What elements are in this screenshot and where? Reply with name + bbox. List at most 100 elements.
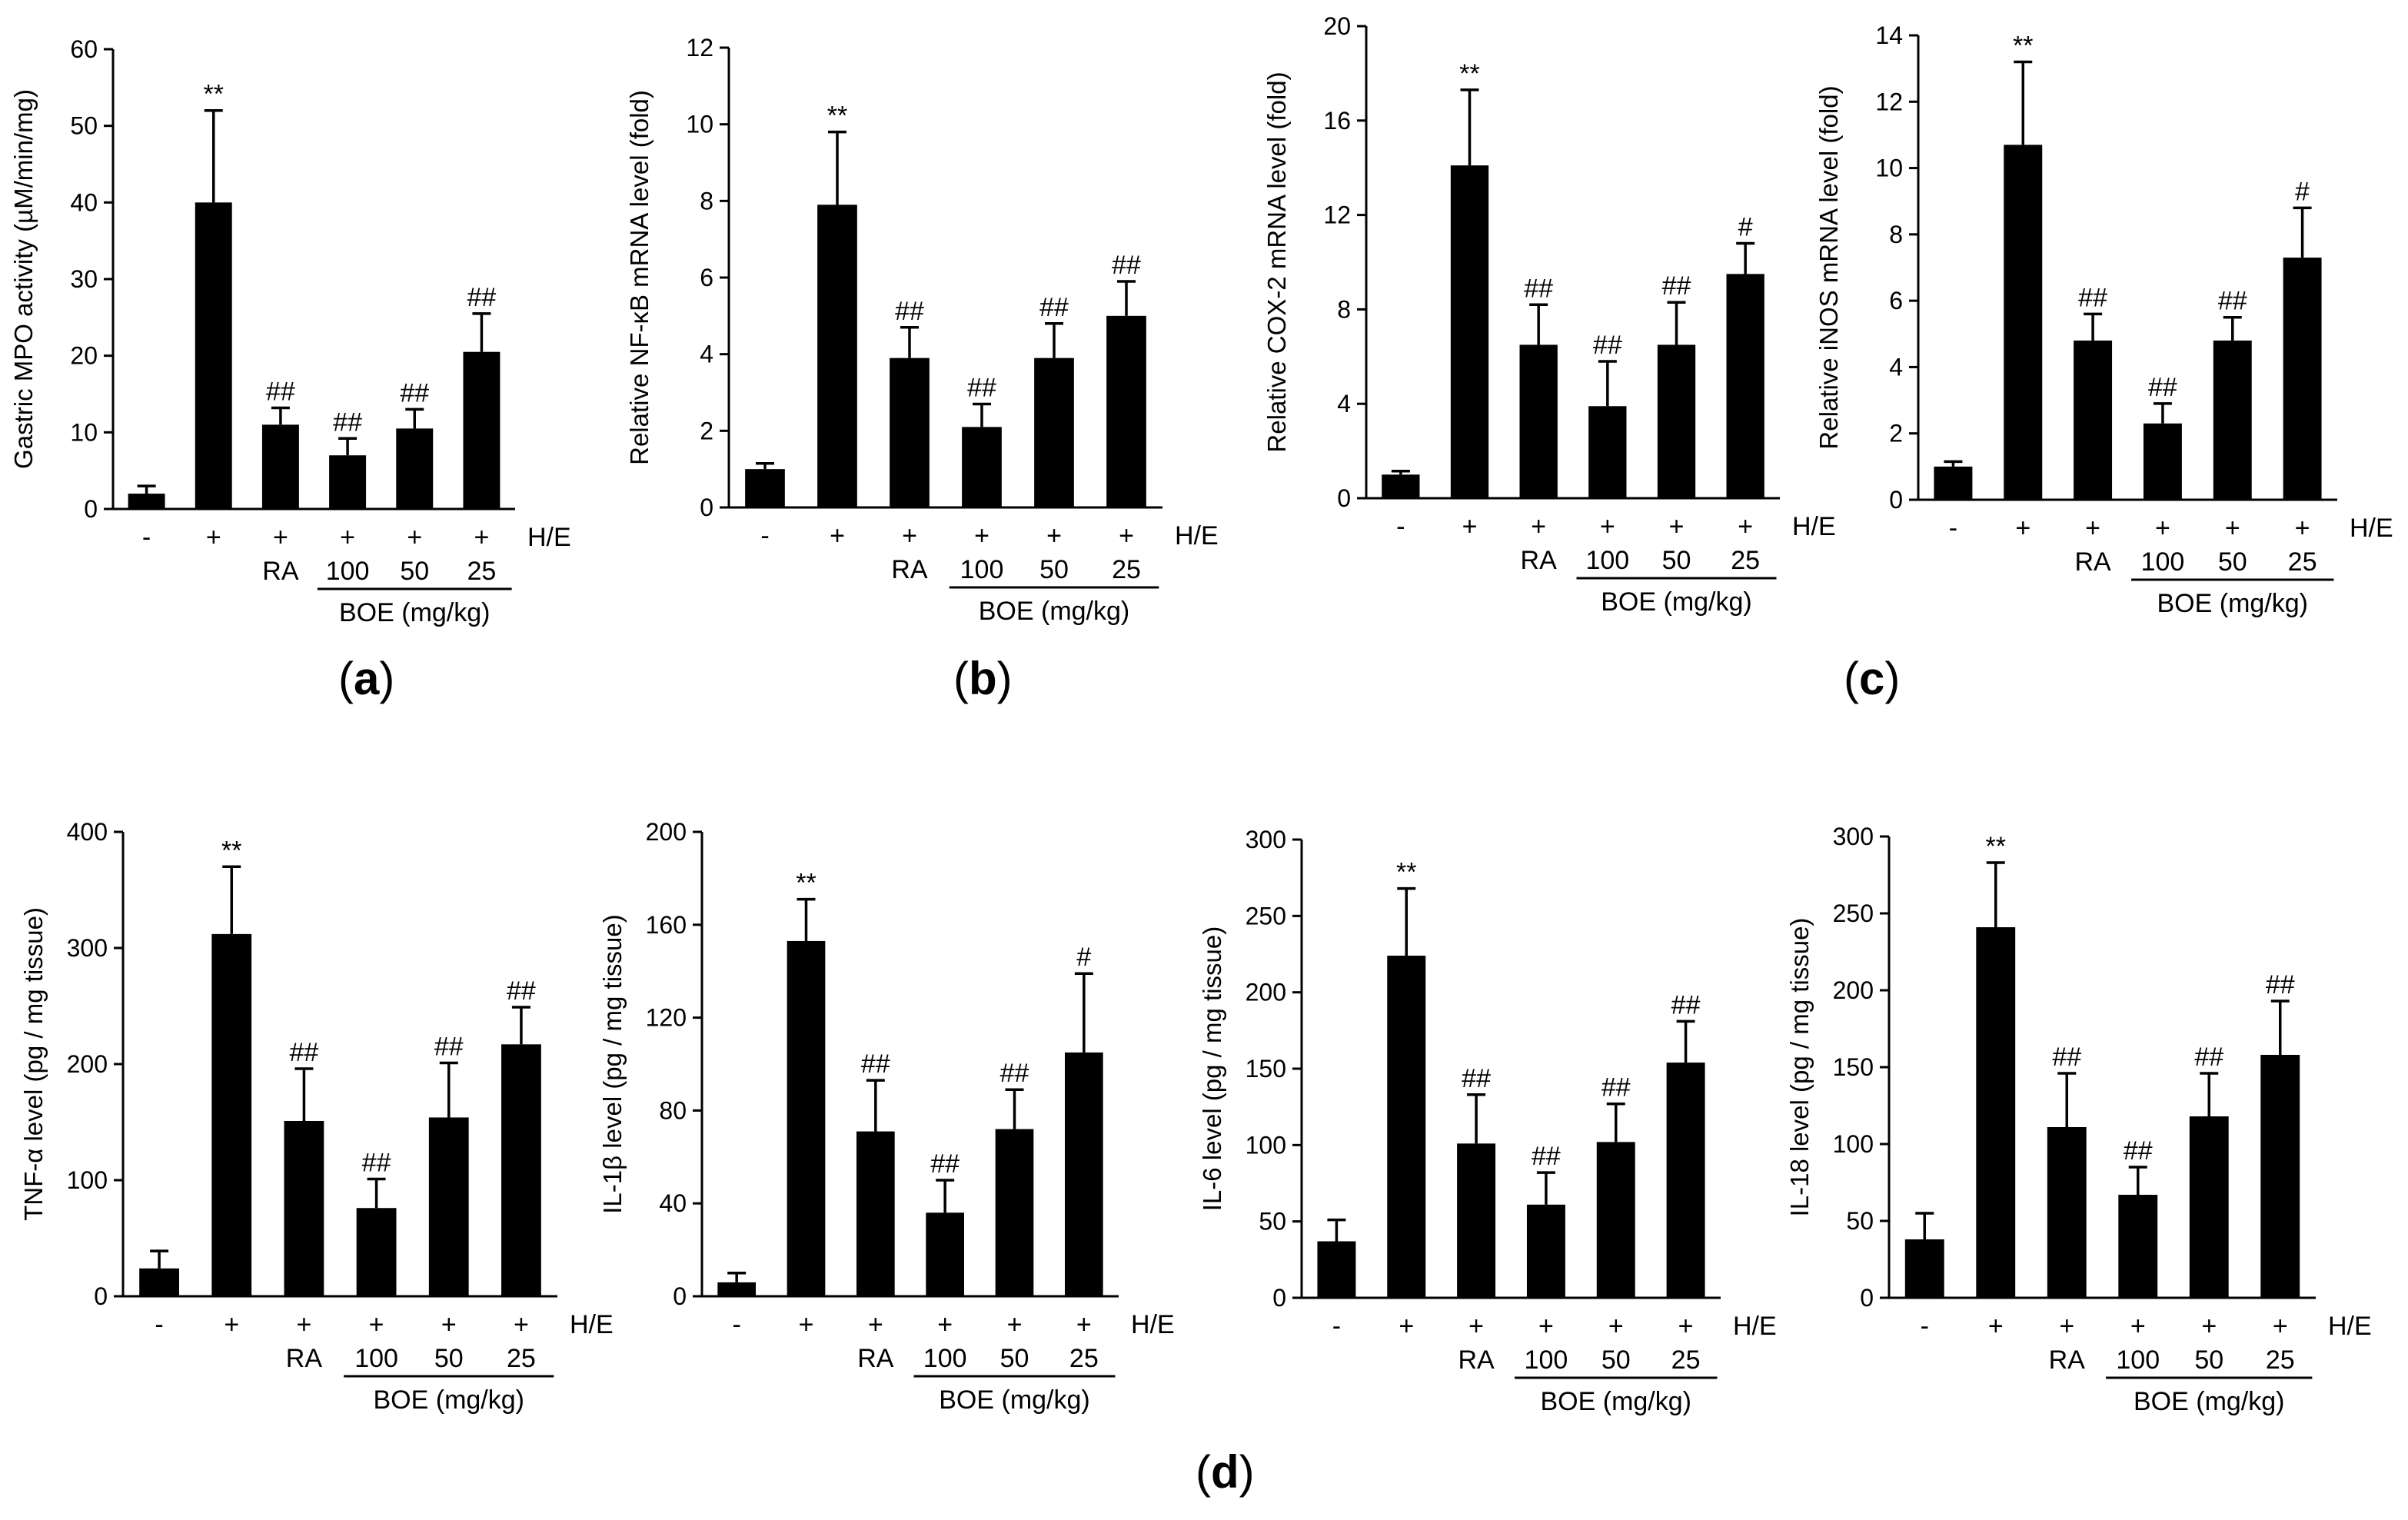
treatment-label: H/E (1131, 1310, 1175, 1339)
y-tick-label: 400 (67, 818, 108, 846)
panel-label-c-letter: c (1858, 653, 1885, 704)
treatment-mark: + (1600, 512, 1615, 541)
treatment-mark: + (441, 1310, 457, 1339)
treatment-mark: + (974, 521, 989, 550)
bar (2260, 1055, 2300, 1298)
significance-mark: ** (796, 869, 816, 898)
treatment-mark: + (1988, 1312, 2004, 1341)
treatment-mark: + (1678, 1312, 1694, 1341)
treatment-mark: + (224, 1310, 239, 1339)
bar (329, 455, 367, 509)
panel-label-d: (d) (1196, 1446, 1255, 1498)
group-name: 100 (1585, 546, 1629, 575)
significance-mark: ## (290, 1038, 319, 1067)
treatment-mark: + (1608, 1312, 1624, 1341)
significance-mark: ** (221, 836, 241, 865)
y-tick-label: 8 (1889, 221, 1903, 248)
treatment-mark: + (2130, 1312, 2146, 1341)
group-name: 100 (2116, 1345, 2160, 1375)
significance-mark: ## (434, 1032, 464, 1061)
treatment-mark: - (1921, 1312, 1929, 1341)
treatment-mark: + (407, 523, 422, 552)
treatment-mark: + (1669, 512, 1685, 541)
panel-label-c: (c) (1844, 653, 1901, 704)
treatment-label: H/E (1733, 1312, 1777, 1341)
treatment-mark: - (155, 1310, 163, 1339)
significance-mark: ** (204, 80, 224, 109)
y-tick-label: 20 (1323, 12, 1351, 40)
boe-label: BOE (mg/kg) (939, 1385, 1089, 1415)
y-tick-label: 160 (646, 911, 687, 939)
chart-il18: 0 50 100 150 200 250 300 IL-18 level (pg / mg t… (1785, 823, 2372, 1416)
treatment-mark: + (1468, 1312, 1484, 1341)
chart-inos: 0 2 4 6 8 10 12 14 Relative iNOS mRNA level (fol… (1814, 22, 2393, 618)
group-name: 25 (2266, 1345, 2295, 1375)
bar (356, 1208, 397, 1296)
significance-mark: ## (2148, 373, 2177, 402)
y-tick-label: 4 (700, 341, 713, 368)
significance-mark: ## (333, 407, 362, 437)
significance-mark: ** (1459, 59, 1479, 88)
boe-label: BOE (mg/kg) (979, 597, 1129, 626)
significance-mark: ## (1524, 274, 1553, 303)
chart-il1b: 0 40 80 120 160 200 IL-1β level (pg / mg tissu… (598, 818, 1175, 1415)
treatment-mark: + (2225, 514, 2240, 543)
group-name: 50 (1601, 1345, 1631, 1375)
bar (128, 494, 165, 509)
y-tick-label: 150 (1246, 1055, 1286, 1083)
chart-nfkb: 0 2 4 6 8 10 12 Relative NF-κB mRNA level (fold… (625, 34, 1219, 626)
y-tick-label: 12 (1323, 201, 1351, 229)
treatment-mark: + (799, 1310, 814, 1339)
panel-label-d-letter: d (1210, 1446, 1239, 1498)
y-tick-label: 10 (686, 111, 713, 138)
group-name: 50 (434, 1344, 464, 1373)
y-tick-label: 250 (1246, 902, 1286, 930)
y-tick-label: 2 (1889, 420, 1903, 447)
bar (463, 351, 501, 509)
bar (1317, 1241, 1356, 1298)
group-name: 25 (1731, 546, 1760, 575)
boe-label: BOE (mg/kg) (339, 598, 490, 627)
y-tick-label: 50 (70, 112, 98, 140)
treatment-mark: + (1046, 521, 1062, 550)
y-tick-label: 120 (646, 1004, 687, 1032)
treatment-mark: + (340, 523, 355, 552)
treatment-mark: - (1396, 512, 1405, 541)
bar (1976, 927, 2016, 1298)
y-tick-label: 4 (1889, 353, 1903, 381)
treatment-mark: + (514, 1310, 529, 1339)
treatment-mark: + (369, 1310, 384, 1339)
bar (1106, 315, 1146, 507)
significance-mark: ** (2013, 32, 2033, 61)
treatment-mark: + (1531, 512, 1546, 541)
treatment-mark: + (2273, 1312, 2288, 1341)
significance-mark: ## (1000, 1059, 1029, 1088)
group-name: 25 (467, 557, 497, 586)
significance-mark: # (1076, 943, 1091, 972)
significance-mark: ## (1112, 251, 1141, 280)
y-tick-label: 0 (94, 1282, 108, 1310)
group-name: 25 (1112, 555, 1141, 584)
treatment-mark: + (868, 1310, 883, 1339)
bar (817, 205, 857, 507)
y-tick-label: 0 (1272, 1284, 1286, 1312)
y-tick-label: 250 (1833, 900, 1874, 927)
bar (428, 1117, 469, 1296)
bar (962, 427, 1002, 507)
y-tick-label: 150 (1833, 1053, 1874, 1081)
significance-mark: ## (2052, 1043, 2081, 1072)
group-name: 50 (1662, 546, 1691, 575)
significance-mark: ## (362, 1148, 391, 1177)
y-tick-label: 8 (700, 187, 713, 215)
bar (1382, 474, 1420, 498)
panel-label-a-letter: a (353, 653, 380, 704)
bar (2143, 423, 2182, 500)
treatment-mark: + (2201, 1312, 2217, 1341)
y-tick-label: 10 (1875, 155, 1903, 182)
boe-label: BOE (mg/kg) (1541, 1387, 1691, 1416)
significance-mark: ## (467, 283, 497, 312)
y-tick-label: 20 (70, 342, 98, 370)
significance-mark: ** (1986, 832, 2006, 861)
y-tick-label: 0 (1889, 486, 1903, 514)
y-tick-label: 8 (1337, 295, 1351, 323)
